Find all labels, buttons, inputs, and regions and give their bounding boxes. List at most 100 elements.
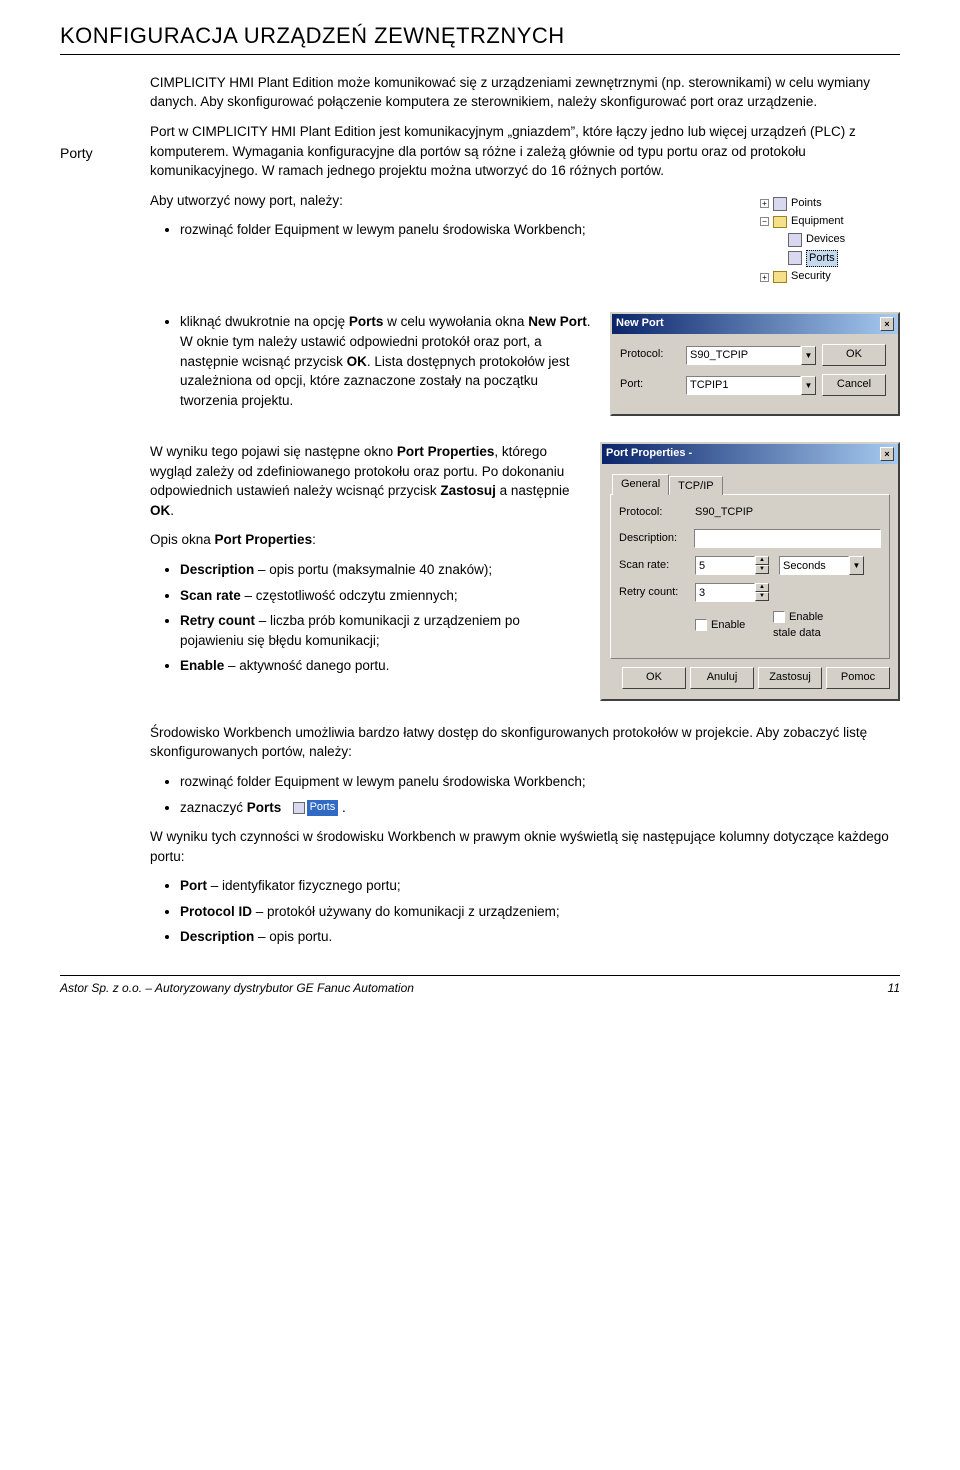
tree-expand-icon: + xyxy=(760,273,769,282)
label-description: Description: xyxy=(619,531,688,547)
label-protocol: Protocol: xyxy=(619,505,689,521)
ports-icon xyxy=(293,802,305,814)
text-bold: Port Properties xyxy=(397,444,495,459)
ok-button[interactable]: OK xyxy=(822,344,886,366)
description-field[interactable] xyxy=(694,529,881,548)
text: zaznaczyć xyxy=(180,800,247,815)
devices-icon xyxy=(788,233,802,247)
spin-up-icon[interactable]: ▲ xyxy=(755,583,769,592)
tree-collapse-icon: − xyxy=(760,217,769,226)
page-footer: Astor Sp. z o.o. – Autoryzowany dystrybu… xyxy=(60,975,900,997)
text: w celu wywołania okna xyxy=(383,314,528,329)
text-bold: Scan rate xyxy=(180,588,241,603)
text-bold: Ports xyxy=(349,314,384,329)
folder-icon xyxy=(773,216,787,228)
bullet: rozwinąć folder Equipment w lewym panelu… xyxy=(180,220,736,240)
text: . xyxy=(170,503,174,518)
retry-count-spinner[interactable]: ▲▼ xyxy=(695,583,769,602)
chevron-down-icon[interactable]: ▼ xyxy=(849,556,864,575)
bullet: Port – identyfikator fizycznego portu; xyxy=(180,876,900,896)
checkbox-icon xyxy=(695,619,707,631)
text-bold: OK xyxy=(150,503,170,518)
label-port: Port: xyxy=(620,377,680,393)
folder-icon xyxy=(773,271,787,283)
close-icon[interactable]: × xyxy=(880,317,894,331)
footer-page-number: 11 xyxy=(888,980,900,997)
port-combo[interactable]: ▼ xyxy=(686,376,816,395)
text: – protokół używany do komunikacji z urzą… xyxy=(252,904,560,919)
pomoc-button[interactable]: Pomoc xyxy=(826,667,890,689)
paragraph: W wyniku tych czynności w środowisku Wor… xyxy=(150,827,900,866)
chevron-down-icon[interactable]: ▼ xyxy=(801,376,816,395)
bullet: Retry count – liczba prób komunikacji z … xyxy=(180,611,586,650)
ports-icon xyxy=(788,251,802,265)
enable-stale-checkbox[interactable]: Enable stale data xyxy=(773,610,833,642)
tree-item-label: Points xyxy=(791,196,822,212)
text: Opis okna xyxy=(150,532,215,547)
scan-unit-field[interactable] xyxy=(779,556,849,575)
bullet: zaznaczyć Ports Ports . xyxy=(180,798,900,818)
retry-count-field[interactable] xyxy=(695,583,755,602)
label-protocol: Protocol: xyxy=(620,347,680,363)
text: kliknąć dwukrotnie na opcję xyxy=(180,314,349,329)
port-properties-dialog: Port Properties - × General TCP/IP Proto… xyxy=(600,442,900,701)
dialog-titlebar: Port Properties - × xyxy=(602,444,898,464)
spin-up-icon[interactable]: ▲ xyxy=(755,556,769,565)
tree-item-label: Equipment xyxy=(791,214,844,230)
page-title: KONFIGURACJA URZĄDZEŃ ZEWNĘTRZNYCH xyxy=(60,20,900,55)
spin-down-icon[interactable]: ▼ xyxy=(755,592,769,601)
scan-unit-combo[interactable]: ▼ xyxy=(779,556,864,575)
ok-button[interactable]: OK xyxy=(622,667,686,689)
tab-tcpip[interactable]: TCP/IP xyxy=(669,476,722,495)
text-bold: New Port xyxy=(528,314,587,329)
label-scan-rate: Scan rate: xyxy=(619,558,689,574)
text-bold: Port Properties xyxy=(215,532,313,547)
paragraph: Opis okna Port Properties: xyxy=(150,530,586,550)
tab-general[interactable]: General xyxy=(612,474,669,495)
section-label-porty: Porty xyxy=(60,73,150,957)
anuluj-button[interactable]: Anuluj xyxy=(690,667,754,689)
text-bold: Retry count xyxy=(180,613,255,628)
new-port-dialog: New Port × Protocol: ▼ OK xyxy=(610,312,900,416)
text-bold: Ports xyxy=(247,800,282,815)
protocol-combo[interactable]: ▼ xyxy=(686,346,816,365)
protocol-field[interactable] xyxy=(686,346,801,365)
paragraph: Aby utworzyć nowy port, należy: xyxy=(150,191,736,211)
bullet: Protocol ID – protokół używany do komuni… xyxy=(180,902,900,922)
text-bold: OK xyxy=(347,354,367,369)
tree-item-label: Devices xyxy=(806,232,845,248)
text-bold: Zastosuj xyxy=(440,483,496,498)
text: : xyxy=(312,532,316,547)
ports-inline-label: Ports xyxy=(307,800,339,816)
zastosuj-button[interactable]: Zastosuj xyxy=(758,667,822,689)
enable-checkbox[interactable]: Enable xyxy=(695,618,755,634)
dialog-title: Port Properties - xyxy=(606,446,692,462)
bullet: kliknąć dwukrotnie na opcję Ports w celu… xyxy=(180,312,596,410)
text-bold: Description xyxy=(180,929,254,944)
text: – identyfikator fizycznego portu; xyxy=(207,878,401,893)
chevron-down-icon[interactable]: ▼ xyxy=(801,346,816,365)
port-field[interactable] xyxy=(686,376,801,395)
text: a następnie xyxy=(496,483,570,498)
text: – częstotliwość odczytu zmiennych; xyxy=(241,588,458,603)
checkbox-icon xyxy=(773,611,785,623)
tree-expand-icon: + xyxy=(760,199,769,208)
paragraph: CIMPLICITY HMI Plant Edition może komuni… xyxy=(150,73,900,112)
checkbox-label: Enable xyxy=(711,619,745,631)
text: – opis portu. xyxy=(254,929,332,944)
points-icon xyxy=(773,197,787,211)
close-icon[interactable]: × xyxy=(880,447,894,461)
spin-down-icon[interactable]: ▼ xyxy=(755,565,769,574)
bullet: Description – opis portu. xyxy=(180,927,900,947)
dialog-title: New Port xyxy=(616,316,664,332)
scan-rate-spinner[interactable]: ▲▼ xyxy=(695,556,769,575)
paragraph: Środowisko Workbench umożliwia bardzo ła… xyxy=(150,723,900,762)
text: . xyxy=(342,800,346,815)
tree-item-label: Security xyxy=(791,269,831,285)
cancel-button[interactable]: Cancel xyxy=(822,374,886,396)
protocol-value: S90_TCPIP xyxy=(695,505,753,521)
tree-view-screenshot: +Points −Equipment Devices Ports +Securi… xyxy=(750,191,900,291)
scan-rate-field[interactable] xyxy=(695,556,755,575)
paragraph: W wyniku tego pojawi się następne okno P… xyxy=(150,442,586,520)
text-bold: Enable xyxy=(180,658,224,673)
